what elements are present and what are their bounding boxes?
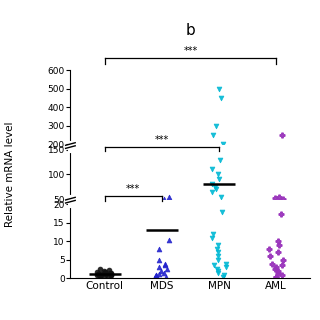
Text: ***: *** [183, 46, 197, 56]
Text: b: b [186, 23, 195, 38]
Text: Relative mRNA level: Relative mRNA level [4, 122, 15, 227]
Text: ***: *** [126, 184, 140, 194]
Text: ***: *** [155, 135, 169, 145]
